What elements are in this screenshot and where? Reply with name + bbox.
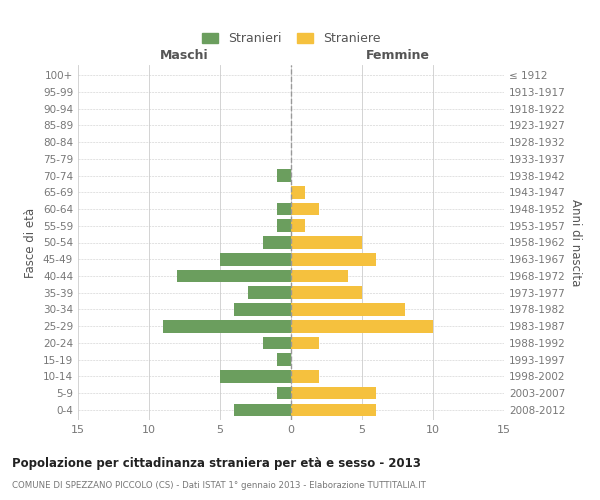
Bar (248, 286, 291, 299)
Bar (291, 236, 362, 249)
Bar (291, 270, 348, 282)
Y-axis label: Fasce di età: Fasce di età (25, 208, 37, 278)
Bar (234, 404, 291, 416)
Text: Popolazione per cittadinanza straniera per età e sesso - 2013: Popolazione per cittadinanza straniera p… (12, 458, 421, 470)
Bar (291, 186, 305, 198)
Bar (291, 336, 319, 349)
Bar (277, 387, 291, 400)
Bar (291, 202, 319, 215)
Text: COMUNE DI SPEZZANO PICCOLO (CS) - Dati ISTAT 1° gennaio 2013 - Elaborazione TUTT: COMUNE DI SPEZZANO PICCOLO (CS) - Dati I… (12, 481, 426, 490)
Bar (163, 320, 291, 332)
Bar (277, 354, 291, 366)
Bar (291, 404, 376, 416)
Legend: Stranieri, Straniere: Stranieri, Straniere (198, 28, 384, 49)
Bar (277, 169, 291, 182)
Bar (277, 220, 291, 232)
Bar (220, 370, 291, 382)
Y-axis label: Anni di nascita: Anni di nascita (569, 199, 582, 286)
Text: Maschi: Maschi (160, 50, 209, 62)
Text: Femmine: Femmine (365, 50, 430, 62)
Bar (220, 253, 291, 266)
Bar (263, 336, 291, 349)
Bar (291, 303, 404, 316)
Bar (291, 253, 376, 266)
Bar (291, 220, 305, 232)
Bar (178, 270, 291, 282)
Bar (291, 370, 319, 382)
Bar (263, 236, 291, 249)
Bar (291, 320, 433, 332)
Bar (291, 286, 362, 299)
Bar (277, 202, 291, 215)
Bar (291, 387, 376, 400)
Bar (234, 303, 291, 316)
